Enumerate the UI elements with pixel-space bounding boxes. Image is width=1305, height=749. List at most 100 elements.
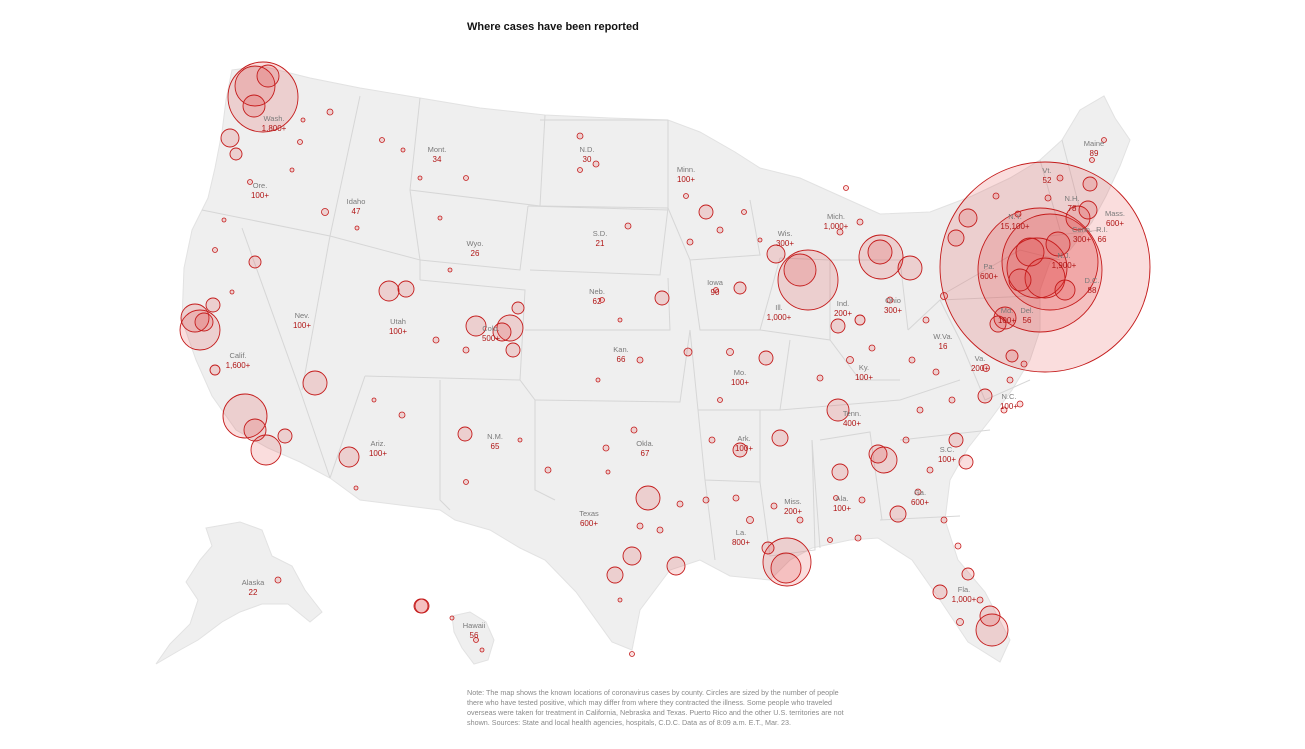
case-bubble <box>762 537 812 587</box>
case-bubble <box>889 505 907 523</box>
case-dot <box>400 147 406 153</box>
svg-text:56: 56 <box>1023 316 1032 325</box>
svg-text:N.M.: N.M. <box>487 432 503 441</box>
svg-text:Mont.: Mont. <box>428 145 447 154</box>
case-dot <box>592 160 600 168</box>
case-bubble <box>256 64 280 88</box>
state-label-ct: Conn.300+ <box>1072 225 1092 244</box>
case-bubble <box>766 244 786 264</box>
case-bubble <box>958 208 978 228</box>
svg-text:200+: 200+ <box>784 507 802 516</box>
case-dot <box>617 597 623 603</box>
svg-text:100+: 100+ <box>1000 402 1018 411</box>
state-label-ar: Ark.100+ <box>735 434 753 453</box>
case-bubble <box>777 249 839 311</box>
case-bubble <box>635 485 661 511</box>
state-label-mn: Minn.100+ <box>677 165 696 184</box>
case-bubble <box>932 584 948 600</box>
state-label-tn: Tenn.400+ <box>843 409 862 428</box>
svg-text:100+: 100+ <box>735 444 753 453</box>
svg-text:16: 16 <box>939 342 948 351</box>
case-dot <box>629 651 635 657</box>
case-bubble <box>698 204 714 220</box>
state-labels: Wash.1,800+ Ore.100+ Calif.1,600+ Nev.10… <box>226 114 1125 640</box>
case-dot <box>617 317 623 323</box>
case-dot <box>982 364 990 372</box>
case-bubble <box>242 94 266 118</box>
state-label-ks: Kan.66 <box>613 345 628 364</box>
alaska-landmass <box>155 521 323 665</box>
case-dot <box>854 534 862 542</box>
case-bubble <box>511 301 525 315</box>
case-dot <box>595 377 601 383</box>
case-bubble <box>1078 200 1098 220</box>
svg-text:Del.: Del. <box>1020 306 1033 315</box>
case-dot <box>683 193 689 199</box>
svg-text:89: 89 <box>1090 149 1099 158</box>
case-bubble <box>505 342 521 358</box>
svg-text:26: 26 <box>471 249 480 258</box>
svg-text:Wyo.: Wyo. <box>466 239 483 248</box>
svg-text:Calif.: Calif. <box>229 351 246 360</box>
state-label-al: Ala.100+ <box>833 494 851 513</box>
svg-text:Conn.: Conn. <box>1072 225 1092 234</box>
case-bubble <box>606 566 624 584</box>
svg-text:Ark.: Ark. <box>737 434 750 443</box>
svg-text:S.C.: S.C. <box>940 445 955 454</box>
state-label-wv: W.Va.16 <box>933 332 952 351</box>
svg-text:52: 52 <box>1043 176 1052 185</box>
svg-text:90: 90 <box>711 288 720 297</box>
state-label-ok: Okla.67 <box>636 439 654 458</box>
state-label-ga: Ga.600+ <box>911 488 929 507</box>
svg-text:30: 30 <box>583 155 592 164</box>
state-label-pa: Pa.600+ <box>980 262 998 281</box>
svg-text:1,000+: 1,000+ <box>952 595 977 604</box>
case-dot <box>449 615 455 621</box>
svg-text:Wis.: Wis. <box>778 229 793 238</box>
case-dot <box>717 397 723 403</box>
case-bubble <box>948 432 964 448</box>
case-bubble <box>1015 237 1045 267</box>
state-label-nj: N.J.1,900+ <box>1052 251 1077 270</box>
case-bubble <box>989 315 1007 333</box>
case-bubble <box>867 239 893 265</box>
state-label-co: Colo.500+ <box>482 324 500 343</box>
case-dot <box>922 316 930 324</box>
case-bubble <box>234 65 276 107</box>
svg-text:Okla.: Okla. <box>636 439 654 448</box>
svg-text:N.J.: N.J. <box>1057 251 1070 260</box>
case-dot <box>289 167 295 173</box>
svg-text:N.C.: N.C. <box>1002 392 1017 401</box>
svg-text:Tenn.: Tenn. <box>843 409 861 418</box>
state-label-md: Md.100+ <box>998 306 1016 325</box>
case-dot <box>868 344 876 352</box>
case-dot <box>1044 194 1052 202</box>
state-label-mt: Mont.34 <box>428 145 447 164</box>
source-note: Note: The map shows the known locations … <box>467 688 844 727</box>
case-dot <box>932 368 940 376</box>
svg-text:Hawaii: Hawaii <box>463 621 486 630</box>
state-label-ms: Miss.200+ <box>784 497 802 516</box>
case-dot <box>757 237 763 243</box>
case-dot <box>833 495 839 501</box>
state-label-wy: Wyo.26 <box>466 239 483 258</box>
svg-text:Ala.: Ala. <box>836 494 849 503</box>
case-bubble <box>977 207 1103 333</box>
case-dot <box>462 346 470 354</box>
case-dot <box>432 336 440 344</box>
case-bubble <box>854 314 866 326</box>
svg-text:300+: 300+ <box>776 239 794 248</box>
case-bubble <box>771 429 789 447</box>
case-bubble <box>1065 205 1091 231</box>
case-dot <box>1056 174 1064 182</box>
case-bubble <box>1005 349 1019 363</box>
case-dot <box>976 596 984 604</box>
svg-text:Utah: Utah <box>390 317 406 326</box>
svg-text:Ga.: Ga. <box>914 488 926 497</box>
state-label-ma: Mass.600+ <box>1105 209 1125 228</box>
